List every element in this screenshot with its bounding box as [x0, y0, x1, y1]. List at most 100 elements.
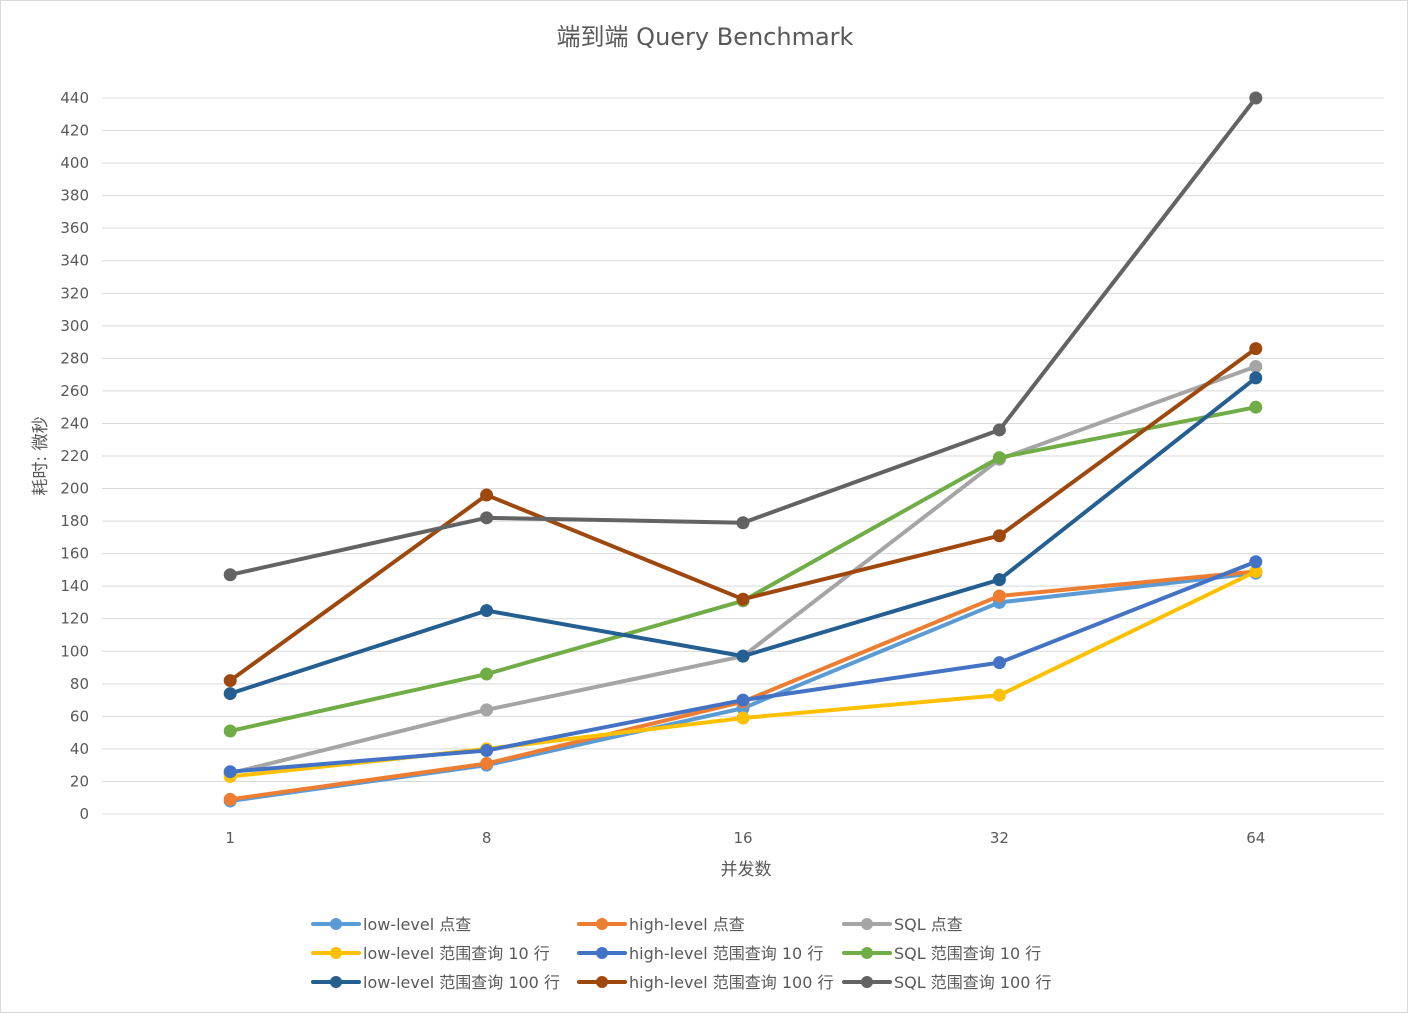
- data-point: [992, 688, 1006, 702]
- data-point: [480, 488, 494, 502]
- legend: low-level 点查 high-level 点查 SQL 点查 low-level…: [311, 915, 1051, 992]
- legend-item: SQL 范围查询 100 行: [842, 973, 1051, 992]
- series-group: [223, 400, 1263, 738]
- y-tick-label: 440: [60, 89, 89, 107]
- series-lines: [223, 91, 1263, 808]
- y-tick-label: 0: [79, 805, 89, 823]
- series-line: [228, 571, 1258, 803]
- data-point: [480, 667, 494, 681]
- legend-label: high-level 范围查询 10 行: [629, 944, 823, 963]
- data-point: [480, 757, 494, 771]
- data-point: [736, 693, 750, 707]
- legend-marker: [861, 976, 873, 988]
- legend-label: SQL 点查: [894, 915, 963, 934]
- x-axis-title: 并发数: [721, 860, 772, 880]
- data-point: [1249, 400, 1263, 414]
- y-tick-label: 400: [60, 154, 89, 172]
- data-point: [480, 703, 494, 717]
- data-point: [992, 656, 1006, 670]
- legend-marker: [330, 947, 342, 959]
- y-tick-label: 220: [60, 447, 89, 465]
- data-point: [480, 604, 494, 618]
- y-axis-title: 耗时: 微秒: [31, 416, 51, 495]
- legend-label: SQL 范围查询 100 行: [894, 973, 1051, 992]
- x-tick-label: 16: [733, 829, 752, 847]
- series-group: [223, 91, 1263, 582]
- data-point: [736, 711, 750, 725]
- legend-item: SQL 范围查询 10 行: [842, 944, 1041, 963]
- data-point: [223, 792, 237, 806]
- data-point: [992, 423, 1006, 437]
- legend-label: high-level 范围查询 100 行: [629, 973, 834, 992]
- series-line: [228, 346, 1258, 683]
- data-point: [480, 744, 494, 758]
- legend-item: low-level 范围查询 10 行: [311, 944, 550, 963]
- series-line: [228, 96, 1258, 577]
- y-tick-label: 160: [60, 545, 89, 563]
- y-tick-label: 320: [60, 284, 89, 302]
- legend-item: high-level 范围查询 100 行: [577, 973, 834, 992]
- x-axis: 1 8 16 32 64: [225, 829, 1265, 847]
- legend-marker: [330, 976, 342, 988]
- y-tick-label: 20: [70, 772, 89, 790]
- x-tick-label: 8: [482, 829, 492, 847]
- y-tick-label: 120: [60, 610, 89, 628]
- y-tick-label: 180: [60, 512, 89, 530]
- y-tick-label: 260: [60, 382, 89, 400]
- legend-label: high-level 点查: [629, 915, 745, 934]
- series-group: [223, 371, 1263, 701]
- data-point: [992, 529, 1006, 543]
- y-tick-label: 340: [60, 252, 89, 270]
- y-tick-label: 100: [60, 642, 89, 660]
- data-point: [223, 687, 237, 701]
- data-point: [480, 511, 494, 525]
- y-tick-label: 200: [60, 480, 89, 498]
- data-point: [1249, 360, 1263, 373]
- y-tick-label: 280: [60, 349, 89, 367]
- legend-label: SQL 范围查询 10 行: [894, 944, 1041, 963]
- y-tick-label: 360: [60, 219, 89, 237]
- data-point: [1249, 371, 1263, 385]
- data-point: [992, 451, 1006, 465]
- x-tick-label: 32: [990, 829, 1009, 847]
- y-tick-label: 40: [70, 740, 89, 758]
- chart-title: 端到端 Query Benchmark: [557, 23, 854, 51]
- x-tick-label: 1: [225, 829, 235, 847]
- data-point: [992, 589, 1006, 603]
- legend-label: low-level 范围查询 10 行: [363, 944, 550, 963]
- data-point: [1249, 91, 1263, 105]
- gridlines: [102, 97, 1384, 815]
- data-point: [1249, 342, 1263, 356]
- data-point: [736, 516, 750, 530]
- legend-item: low-level 范围查询 100 行: [311, 973, 560, 992]
- legend-item: high-level 范围查询 10 行: [577, 944, 823, 963]
- data-point: [992, 573, 1006, 587]
- legend-label: low-level 范围查询 100 行: [363, 973, 560, 992]
- legend-marker: [861, 918, 873, 930]
- y-axis: 0 20 40 60 80 100 120 140 160 180 200 220 240 260 280 3…: [60, 89, 89, 823]
- legend-label: low-level 点查: [363, 915, 471, 934]
- data-point: [736, 592, 750, 606]
- y-tick-label: 60: [70, 707, 89, 725]
- series-group: [223, 342, 1263, 688]
- y-tick-label: 140: [60, 577, 89, 595]
- data-point: [736, 649, 750, 663]
- y-tick-label: 80: [70, 675, 89, 693]
- series-group: [223, 555, 1263, 779]
- y-tick-label: 380: [60, 187, 89, 205]
- data-point: [223, 724, 237, 738]
- data-point: [223, 765, 237, 779]
- legend-marker: [861, 947, 873, 959]
- y-tick-label: 240: [60, 414, 89, 432]
- x-tick-label: 64: [1246, 829, 1265, 847]
- data-point: [223, 568, 237, 582]
- y-tick-label: 420: [60, 122, 89, 140]
- legend-item: high-level 点查: [577, 915, 745, 934]
- legend-item: low-level 点查: [311, 915, 471, 934]
- legend-marker: [596, 947, 608, 959]
- y-tick-label: 300: [60, 317, 89, 335]
- legend-marker: [596, 918, 608, 930]
- legend-item: SQL 点查: [842, 915, 963, 934]
